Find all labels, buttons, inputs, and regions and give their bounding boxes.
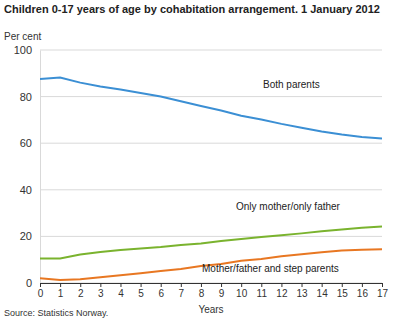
y-tick-label: 40 [20,184,32,196]
x-tick: 1 [58,283,64,299]
y-axis-line [40,51,41,284]
series-label: Only mother/only father [236,201,341,212]
grid-line [40,143,382,144]
x-tick-mark [40,283,41,287]
x-tick-mark [80,283,81,287]
chart: Children 0-17 years of age by cohabitati… [0,0,400,320]
x-axis-title: Years [198,304,223,315]
x-tick: 17 [377,283,389,299]
y-tick: 100 [14,44,40,56]
y-tick: 20 [20,230,40,242]
x-tick-mark [221,283,222,287]
x-tick-mark [261,283,262,287]
y-tick: 40 [20,184,40,196]
x-tick-label: 10 [236,288,248,299]
x-tick: 3 [98,283,104,299]
y-tick: 60 [20,137,40,149]
y-tick-label: 80 [20,91,32,103]
x-tick: 2 [78,283,84,299]
x-tick-mark [100,283,101,287]
x-tick: 9 [219,283,225,299]
x-tick: 0 [38,283,44,299]
x-tick-label: 13 [296,288,308,299]
x-tick-label: 8 [199,288,205,299]
x-tick-label: 5 [138,288,144,299]
x-tick: 11 [257,283,268,299]
series-line [40,249,382,280]
grid [40,50,382,283]
x-tick: 14 [317,283,329,299]
series-line [40,226,382,258]
x-tick-mark [302,283,303,287]
x-tick-mark [181,283,182,287]
x-tick-mark [241,283,242,287]
grid-line [40,96,382,97]
x-tick-mark [382,283,383,287]
x-tick-label: 14 [317,288,329,299]
y-tick-label: 20 [20,230,32,242]
x-tick: 13 [296,283,308,299]
x-tick-mark [60,283,61,287]
x-tick-label: 0 [38,288,44,299]
title: Children 0-17 years of age by cohabitati… [4,3,380,15]
y-tick-label: 100 [14,44,32,56]
x-tick: 5 [138,283,144,299]
x-tick-mark [161,283,162,287]
x-tick-label: 4 [118,288,124,299]
y-axis-title: Per cent [4,31,41,42]
x-tick-mark [342,283,343,287]
grid-line [40,189,382,190]
x-tick: 16 [357,283,369,299]
x-tick-mark [201,283,202,287]
x-tick: 12 [276,283,288,299]
x-tick-label: 9 [219,288,225,299]
x-tick-label: 6 [158,288,164,299]
series-line [40,77,382,138]
x-tick-label: 1 [58,288,64,299]
grid-line [40,236,382,237]
x-tick-label: 2 [78,288,84,299]
x-tick: 7 [179,283,185,299]
x-tick: 4 [118,283,124,299]
source: Source: Statistics Norway. [4,308,108,318]
x-tick: 6 [158,283,164,299]
y-tick-label: 60 [20,137,32,149]
x-tick-mark [141,283,142,287]
x-tick-label: 17 [377,288,389,299]
x-tick: 15 [337,283,349,299]
series-label: Mother/father and step parents [202,263,339,274]
x-tick: 10 [236,283,248,299]
y-tick-label: 0 [26,277,32,289]
y-axis: 0 20 40 60 80 100 [14,44,41,289]
x-tick-label: 12 [276,288,288,299]
x-tick: 8 [199,283,205,299]
y-tick: 80 [20,91,40,103]
x-tick-label: 16 [357,288,369,299]
x-axis: 01234567891011121314151617 [38,283,389,299]
x-tick-label: 15 [337,288,349,299]
x-tick-mark [362,283,363,287]
grid-line [40,283,382,284]
x-tick-mark [281,283,282,287]
x-tick-label: 3 [98,288,104,299]
x-tick-mark [322,283,323,287]
series-label: Both parents [263,79,320,90]
x-tick-mark [120,283,121,287]
x-tick-label: 11 [257,288,268,299]
grid-line [40,50,382,51]
x-axis-line [41,283,383,284]
lines [40,77,382,279]
x-tick-label: 7 [179,288,185,299]
